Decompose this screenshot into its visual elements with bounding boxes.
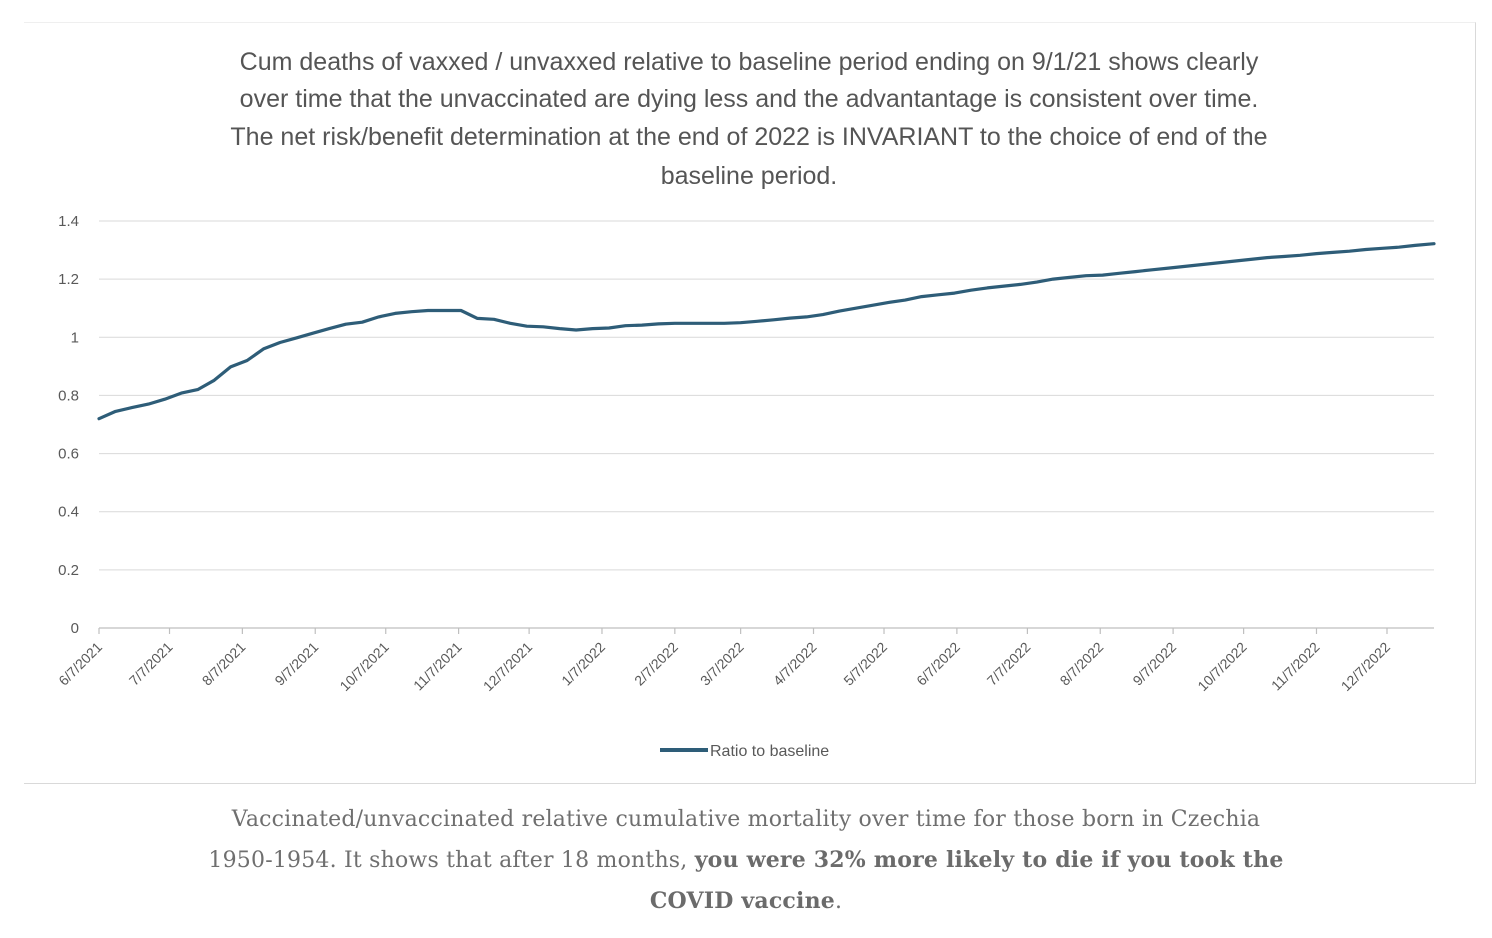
x-tick-label: 11/7/2021 <box>410 639 465 694</box>
y-tick-label: 0.4 <box>58 504 79 521</box>
y-tick-label: 1 <box>71 329 79 346</box>
series-group <box>97 242 1436 421</box>
x-tick-label: 7/7/2022 <box>984 639 1034 689</box>
x-tick-label: 2/7/2022 <box>631 639 681 689</box>
gridlines <box>99 220 1434 571</box>
caption-end: . <box>834 889 843 914</box>
x-tick-label: 7/7/2021 <box>126 639 176 689</box>
x-tick-label: 10/7/2022 <box>1194 639 1250 695</box>
x-tick-label: 12/7/2022 <box>1338 639 1394 695</box>
legend-label: Ratio to baseline <box>710 743 829 760</box>
chart-title-line: baseline period. <box>661 162 838 190</box>
chart-title-line: over time that the unvaccinated are dyin… <box>240 85 1259 113</box>
figure-caption: Vaccinated/unvaccinated relative cumulat… <box>200 800 1292 922</box>
x-tick-label: 6/7/2021 <box>55 639 105 689</box>
caption-emphasis: you were 32% more likely to die if you t… <box>649 847 1284 914</box>
chart-title-line: Cum deaths of vaxxed / unvaxxed relative… <box>240 48 1259 76</box>
x-tick-label: 1/7/2022 <box>558 639 608 689</box>
y-tick-label: 0.8 <box>58 387 79 404</box>
y-tick-label: 0.2 <box>58 562 79 579</box>
caption-text: Vaccinated/unvaccinated relative cumulat… <box>208 807 1261 873</box>
y-tick-label: 1.2 <box>58 271 79 288</box>
line-chart: Cum deaths of vaxxed / unvaxxed relative… <box>55 48 1436 760</box>
x-tick-label: 4/7/2022 <box>770 639 820 689</box>
chart-frame <box>24 22 1476 784</box>
x-axis <box>98 627 1434 634</box>
y-tick-label: 1.4 <box>58 213 79 230</box>
x-tick-label: 10/7/2021 <box>337 639 393 695</box>
x-tick-label: 8/7/2021 <box>199 639 249 689</box>
y-tick-label: 0 <box>71 620 79 637</box>
y-axis-ticks: 0 0.2 0.4 0.6 0.8 1 1.2 1.4 <box>58 213 79 637</box>
y-tick-label: 0.6 <box>58 446 79 463</box>
x-tick-label: 5/7/2022 <box>840 639 890 689</box>
x-tick-label: 6/7/2022 <box>913 639 963 689</box>
x-tick-label: 12/7/2021 <box>480 639 536 695</box>
legend: Ratio to baseline <box>660 743 829 760</box>
x-tick-label: 3/7/2022 <box>697 639 747 689</box>
series-line <box>97 242 1436 421</box>
x-tick-label: 9/7/2021 <box>272 639 322 689</box>
x-axis-ticks: 6/7/2021 7/7/2021 8/7/2021 9/7/2021 10/7/202… <box>55 639 1393 695</box>
x-tick-label: 8/7/2022 <box>1057 639 1107 689</box>
chart-title-line: The net risk/benefit determination at th… <box>230 123 1267 151</box>
x-tick-label: 9/7/2022 <box>1129 639 1179 689</box>
x-tick-label: 11/7/2022 <box>1268 639 1323 694</box>
chart-title: Cum deaths of vaxxed / unvaxxed relative… <box>230 48 1267 190</box>
